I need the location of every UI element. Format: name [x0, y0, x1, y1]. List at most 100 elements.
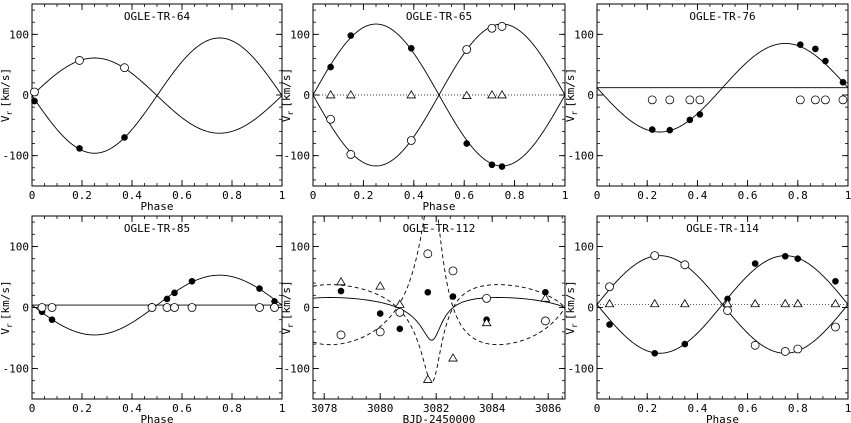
x-axis-label: Phase: [140, 413, 173, 423]
x-tick-label: 3082: [423, 402, 450, 415]
data-point-filled: [424, 288, 432, 296]
data-point-triangle: [448, 353, 458, 362]
x-tick-label: 0.2: [637, 402, 657, 415]
x-tick-label: 0.4: [404, 189, 424, 202]
y-tick-label: 100: [574, 241, 594, 254]
data-point-filled: [347, 32, 355, 39]
data-point-filled: [812, 45, 819, 53]
x-tick-label: 0.6: [172, 189, 192, 202]
x-tick-label: 3078: [311, 402, 338, 415]
data-point-open: [487, 23, 497, 33]
data-point-open: [406, 136, 416, 145]
data-point-open: [541, 316, 550, 326]
y-tick-label: -100: [568, 363, 595, 376]
data-point-filled: [648, 126, 656, 133]
data-point-filled: [666, 126, 674, 134]
data-point-triangle: [792, 298, 803, 308]
data-point-open: [605, 282, 614, 292]
y-axis-subscript: r: [570, 323, 579, 328]
y-tick-label: 0: [587, 302, 594, 315]
x-tick-label: 0.2: [72, 189, 92, 202]
y-axis-subscript: r: [286, 323, 295, 328]
y-axis-label: Vr [km/s]: [564, 68, 579, 122]
y-axis-unit: [km/s]: [564, 68, 577, 108]
data-point-triangle: [780, 298, 791, 308]
data-point-filled: [76, 145, 83, 152]
panel-title: OGLE-TR-114: [686, 222, 759, 235]
x-tick-label: 0.2: [72, 402, 92, 415]
y-tick-label: 0: [22, 89, 29, 102]
y-tick-label: 100: [574, 28, 594, 41]
data-point-open: [462, 45, 472, 54]
plot-frame: [596, 3, 849, 187]
plot-frame: [596, 215, 849, 400]
data-point-open: [680, 260, 690, 270]
orbit-curve-3: [313, 284, 565, 383]
panel-4: 0 0.2 0.4 0.6 0.8 1 -100 0 100 OGLE-TR-85 Phase Vr […: [0, 215, 285, 423]
data-point-filled: [163, 295, 171, 303]
data-point-open: [162, 303, 172, 312]
data-point-triangle: [406, 90, 417, 99]
x-tick-label: 0.6: [738, 402, 758, 415]
data-point-filled: [498, 163, 506, 170]
data-point-open: [723, 306, 732, 315]
data-point-open: [326, 114, 336, 124]
data-point-open: [750, 340, 760, 350]
x-tick-label: 1: [279, 189, 286, 202]
data-point-filled: [31, 97, 38, 105]
y-tick-label: -100: [568, 150, 595, 163]
data-point-filled: [696, 111, 704, 118]
data-point-open: [793, 344, 803, 354]
y-axis-label: Vr [km/s]: [0, 68, 14, 122]
y-axis-unit: [km/s]: [0, 280, 12, 320]
y-tick-label: 100: [9, 28, 29, 41]
x-tick-label: 0.6: [738, 189, 758, 202]
data-point-filled: [681, 340, 689, 348]
y-tick-label: 100: [290, 241, 310, 254]
data-point-triangle: [649, 298, 660, 308]
y-tick-label: -100: [3, 363, 30, 376]
y-tick-label: -100: [284, 150, 311, 163]
x-tick-label: 1: [562, 189, 569, 202]
y-tick-label: 0: [303, 302, 310, 315]
x-tick-label: 3086: [535, 402, 562, 415]
data-point-open: [75, 56, 84, 65]
x-tick-label: 0: [594, 402, 601, 415]
x-axis-label: Phase: [140, 200, 173, 213]
x-tick-label: 0.4: [687, 189, 707, 202]
data-point-triangle: [345, 90, 356, 99]
x-tick-label: 0: [29, 189, 36, 202]
data-point-triangle: [604, 298, 615, 308]
x-tick-label: 0.8: [505, 189, 525, 202]
orbit-curve-1: [32, 274, 282, 336]
panel-3: 0 0.2 0.4 0.6 0.8 1 -100 0 100 OGLE-TR-76 Vr [km/s]: [564, 3, 851, 202]
x-tick-label: 3080: [367, 402, 394, 415]
y-axis-subscript: r: [5, 323, 14, 328]
data-point-filled: [407, 44, 415, 52]
data-point-filled: [839, 78, 847, 86]
data-point-filled: [449, 293, 457, 300]
data-point-filled: [463, 140, 471, 147]
y-axis-unit: [km/s]: [280, 68, 293, 108]
data-point-filled: [651, 349, 659, 357]
data-point-open: [497, 22, 507, 31]
data-point-triangle: [461, 90, 472, 99]
y-axis-label: Vr [km/s]: [564, 280, 579, 334]
data-point-filled: [751, 260, 759, 267]
x-axis-label: Phase: [706, 413, 739, 423]
x-axis-label: BJD-2450000: [403, 413, 476, 423]
data-point-open: [695, 95, 705, 105]
y-axis-symbol: V: [0, 115, 12, 122]
x-tick-label: 3084: [479, 402, 506, 415]
data-point-filled: [686, 116, 694, 124]
y-axis-subscript: r: [5, 110, 14, 115]
x-tick-label: 0.6: [454, 189, 474, 202]
data-point-open: [810, 95, 820, 105]
x-tick-label: 1: [845, 189, 851, 202]
data-point-triangle: [722, 298, 733, 308]
data-point-triangle: [487, 90, 497, 99]
panel-title: OGLE-TR-85: [124, 222, 190, 235]
data-point-open: [147, 303, 157, 312]
x-tick-label: 0: [310, 189, 317, 202]
data-point-triangle: [422, 374, 433, 383]
